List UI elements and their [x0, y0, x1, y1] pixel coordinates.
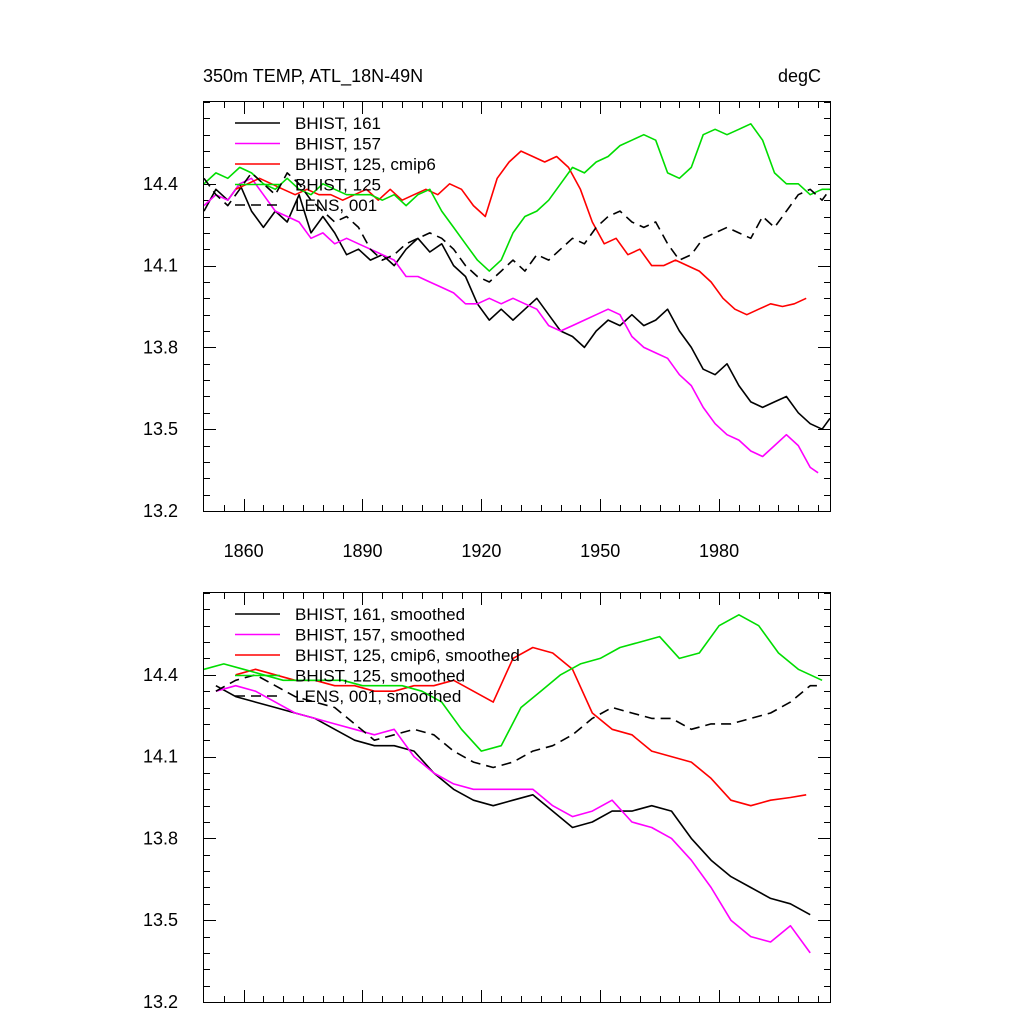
bottom-panel-legend: BHIST, 161, smoothed BHIST, 157, smoothed… [235, 605, 520, 706]
bottom-panel-ticks: 13.2 13.5 13.8 14.1 14.4 [143, 593, 830, 1012]
x-tick-label: 1860 [224, 541, 264, 561]
legend-label: BHIST, 161, smoothed [295, 605, 465, 624]
legend-label: BHIST, 125, cmip6 [295, 155, 436, 174]
y-tick-label: 13.2 [143, 501, 178, 521]
y-tick-label: 13.5 [143, 910, 178, 930]
top-panel-ticks: 13.2 13.5 13.8 14.1 14.4 1860 1890 1920 1950 1980 [143, 102, 830, 561]
series-line [203, 613, 823, 752]
series-line [215, 684, 811, 954]
x-tick-label: 1950 [580, 541, 620, 561]
top-panel-frame [203, 101, 831, 512]
series-line [235, 150, 807, 316]
legend-label: BHIST, 157, smoothed [295, 626, 465, 645]
bottom-panel-series [203, 613, 823, 954]
y-tick-label: 14.4 [143, 665, 178, 685]
x-tick-label: 1980 [699, 541, 739, 561]
series-line [203, 123, 830, 272]
y-tick-label: 14.4 [143, 174, 178, 194]
y-tick-label: 13.8 [143, 828, 178, 848]
top-panel-series [203, 123, 831, 474]
legend-label: BHIST, 125, smoothed [295, 667, 465, 686]
legend-label: BHIST, 125 [295, 176, 381, 195]
bottom-panel-frame [203, 592, 831, 1003]
legend-label: LENS, 001 [295, 196, 377, 215]
chart-title: 350m TEMP, ATL_18N-49N [203, 66, 423, 87]
top-panel: 350m TEMP, ATL_18N-49N degC 13.2 13.5 13.8… [143, 66, 831, 561]
legend-label: BHIST, 161 [295, 114, 381, 133]
legend-label: BHIST, 125, cmip6, smoothed [295, 646, 520, 665]
y-tick-label: 14.1 [143, 747, 178, 767]
x-tick-label: 1920 [461, 541, 501, 561]
series-line [235, 646, 807, 807]
y-tick-label: 13.2 [143, 992, 178, 1012]
series-line [203, 177, 819, 474]
x-tick-label: 1890 [342, 541, 382, 561]
series-line [215, 684, 811, 916]
bottom-panel: 13.2 13.5 13.8 14.1 14.4 BHIST, 161, smoothe… [143, 592, 831, 1012]
series-line [203, 172, 831, 283]
y-tick-label: 13.8 [143, 337, 178, 357]
legend-label: LENS, 001, smoothed [295, 687, 461, 706]
units-label: degC [778, 66, 821, 86]
series-line [215, 673, 823, 769]
series-line [203, 183, 831, 431]
legend-label: BHIST, 157 [295, 135, 381, 154]
y-tick-label: 14.1 [143, 256, 178, 276]
y-tick-label: 13.5 [143, 419, 178, 439]
